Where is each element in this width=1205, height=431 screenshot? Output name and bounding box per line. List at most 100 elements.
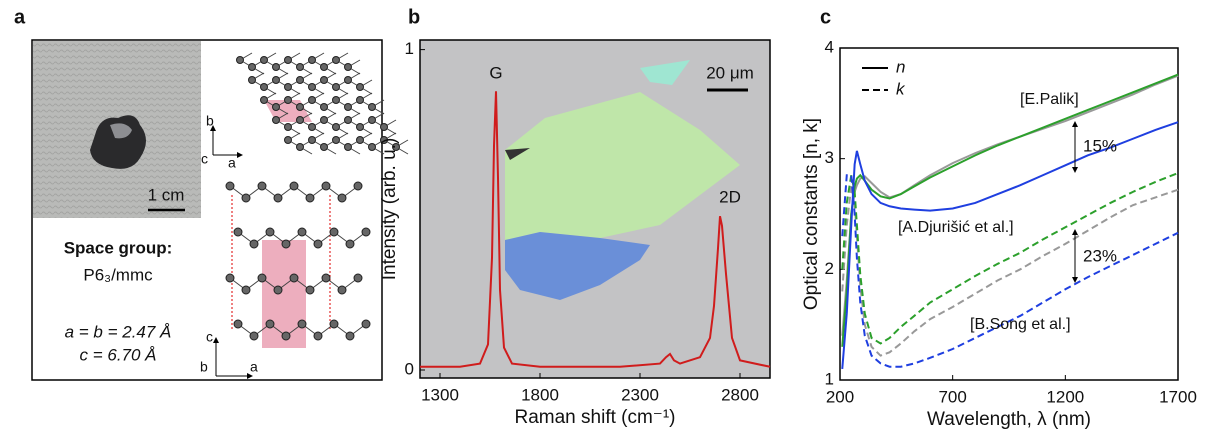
atom [260,56,268,64]
atom [297,319,307,329]
atom [313,331,323,341]
annotation: G [489,63,502,82]
axis-letter: b [200,359,208,375]
atom [225,273,235,283]
y-axis-label: Optical constants [n, k] [801,118,822,310]
atom [368,116,376,124]
atom [356,136,364,144]
atom [284,83,292,91]
flake [505,92,740,240]
x-tick-label: 1300 [421,385,459,404]
atom [345,239,355,249]
data-line [841,121,1179,370]
data-line [841,73,1179,347]
atom [248,63,256,71]
annotation: 20 μm [706,63,754,82]
atom [353,181,363,191]
atom [265,319,275,329]
annotation: 15% [1083,136,1117,155]
axis-letter: c [201,151,208,167]
atom [297,227,307,237]
atom [272,103,280,111]
atom [272,116,280,124]
atom [249,239,259,249]
data-line [841,186,1179,357]
y-axis-label: Intensity (arb. u.) [379,138,400,281]
atom [236,56,244,64]
atom [272,63,280,71]
atom [345,331,355,341]
atom [305,193,315,203]
x-tick-label: 1200 [1046,387,1084,406]
y-tick-label: 2 [825,259,834,278]
atom [308,83,316,91]
panel-label: c [820,6,831,28]
atom [321,273,331,283]
atom [281,239,291,249]
atom [308,56,316,64]
axis-letter: c [206,329,213,345]
panel-frame [31,39,383,381]
atom [308,123,316,131]
flake [505,148,530,160]
atom [284,123,292,131]
plot-frame [419,39,771,379]
series-label: [B.Song et al.] [970,316,1071,333]
atom [329,319,339,329]
atom [353,273,363,283]
atom [308,96,316,104]
atom [332,83,340,91]
axis-letter: a [250,359,258,375]
atom [361,319,371,329]
annotation: 2D [719,187,741,206]
x-axis-label: Raman shift (cm⁻¹) [515,407,676,428]
atom [233,227,243,237]
atom [320,63,328,71]
atom [260,96,268,104]
atom [329,227,339,237]
y-tick-label: 4 [825,37,834,56]
atom [344,103,352,111]
series-label: [A.Djurišić et al.] [898,219,1014,236]
atom [332,136,340,144]
atom [284,136,292,144]
y-tick-label: 3 [825,148,834,167]
atom [337,193,347,203]
atom [356,123,364,131]
atom [332,56,340,64]
atom [380,123,388,131]
data-line [841,172,1179,345]
atom [368,103,376,111]
atom [344,116,352,124]
atom [356,83,364,91]
atom [241,193,251,203]
atom [257,273,267,283]
plot-frame [839,47,1179,381]
series-label: [E.Palik] [1020,91,1079,108]
atom [233,319,243,329]
lattice-c: c = 6.70 Å [79,345,156,364]
atom [225,181,235,191]
atom [281,331,291,341]
graphite-flake [90,115,146,169]
atom [320,76,328,84]
y-tick-label: 1 [825,369,834,388]
crystal-structure [225,52,409,348]
atom [320,143,328,151]
charts: 1300 1800 2300 2800 0 1 Raman shift (cm⁻¹) Inte… [379,37,1197,430]
atom [241,285,251,295]
lattice-a: a = b = 2.47 Å [65,322,172,341]
atom [332,123,340,131]
data-line [420,91,771,368]
scale-text: 1 cm [148,185,185,204]
data-line [841,174,1179,368]
panel-a: 1 cm Space group: P6₃/mmc a = b = 2.47 Å… [31,39,409,381]
unit-cell [262,240,306,348]
atom [320,103,328,111]
y-tick-label: 1 [405,39,414,58]
y-tick-label: 0 [405,359,414,378]
x-tick-label: 700 [938,387,966,406]
atom [284,96,292,104]
x-axis-label: Wavelength, λ (nm) [927,409,1091,430]
atom [296,63,304,71]
